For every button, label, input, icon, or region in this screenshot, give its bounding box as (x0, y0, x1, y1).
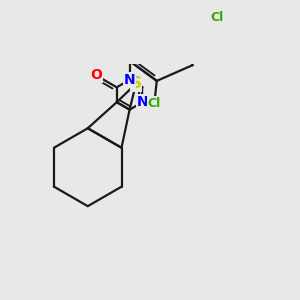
Text: Cl: Cl (148, 97, 161, 110)
Text: N: N (137, 95, 148, 109)
Text: O: O (90, 68, 102, 83)
Text: N: N (124, 73, 135, 87)
Text: Cl: Cl (211, 11, 224, 24)
Text: S: S (130, 76, 141, 91)
